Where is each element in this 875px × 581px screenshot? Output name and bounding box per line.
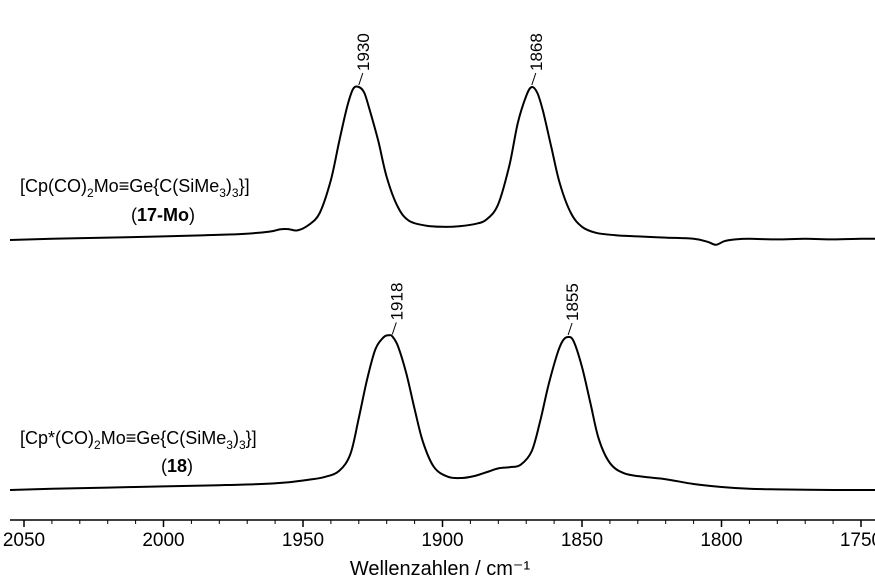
x-tick-label-1800: 1800 xyxy=(700,530,742,551)
series-2-peak-2-label: 1855 xyxy=(563,283,582,321)
series-1-peak-1-leader xyxy=(358,72,364,86)
x-tick-label-1850: 1850 xyxy=(561,530,603,551)
series-1-peak-2-label: 1868 xyxy=(527,33,546,71)
series-2-label-line2: (18) xyxy=(161,456,193,476)
series-1-line xyxy=(9,85,875,246)
series-2-peak-1-leader xyxy=(391,322,397,335)
series-1-label-line1: [Cp(CO)2Mo≡Ge{C(SiMe3)3}] xyxy=(20,176,250,200)
series-1-label-line2: (17-Mo) xyxy=(131,205,195,225)
x-tick-label-2000: 2000 xyxy=(142,530,184,551)
series-1-peak-1-label: 1930 xyxy=(354,33,373,71)
series-2-line xyxy=(9,334,875,492)
x-tick-label-2050: 2050 xyxy=(3,530,45,551)
series-2-label-line1: [Cp*(CO)2Mo≡Ge{C(SiMe3)3}] xyxy=(20,428,257,452)
x-tick-label-1950: 1950 xyxy=(282,530,324,551)
x-tick-label-1900: 1900 xyxy=(421,530,463,551)
series-2-peak-2-leader xyxy=(567,322,573,336)
series-2-peak-1-label: 1918 xyxy=(387,283,406,321)
series-1-peak-2-leader xyxy=(531,72,537,86)
x-tick-label-1750: 1750 xyxy=(840,530,875,551)
x-axis-title: Wellenzahlen / cm⁻¹ xyxy=(350,558,531,580)
